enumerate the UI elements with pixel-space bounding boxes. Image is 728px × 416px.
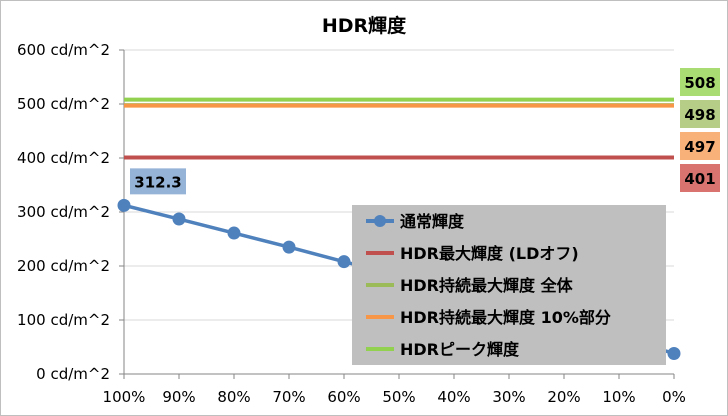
y-tick-label: 0 cd/m^2: [36, 365, 110, 383]
x-tick-label: 80%: [217, 388, 250, 406]
data-label: 312.3: [134, 173, 181, 191]
data-point: [172, 212, 186, 226]
data-point: [227, 226, 241, 240]
data-point: [667, 346, 681, 360]
data-point: [337, 255, 351, 269]
y-tick-label: 400 cd/m^2: [17, 149, 110, 167]
value-label: 508: [684, 74, 715, 92]
x-tick-label: 30%: [492, 388, 525, 406]
legend: 通常輝度 HDR最大輝度 (LDオフ) HDR持続最大輝度 全体 HDR持続最大輝度 …: [352, 205, 666, 365]
value-label-box: [680, 68, 720, 96]
x-tick-label: 70%: [272, 388, 305, 406]
legend-marker: [374, 215, 386, 227]
legend-label: 通常輝度: [400, 212, 465, 231]
y-tick-label: 600 cd/m^2: [17, 41, 110, 59]
x-tick-label: 60%: [327, 388, 360, 406]
value-label-box: [680, 100, 720, 128]
legend-background: [352, 205, 666, 365]
x-axis: 100% 90% 80% 70% 60% 50% 40% 30% 20% 10% 0%: [103, 373, 686, 406]
value-label-box: [680, 132, 720, 160]
legend-label: HDR持続最大輝度 全体: [400, 276, 574, 295]
legend-label: HDR持続最大輝度 10%部分: [400, 308, 611, 327]
data-point: [117, 198, 131, 212]
value-label-box: [680, 164, 720, 192]
y-tick-label: 100 cd/m^2: [17, 311, 110, 329]
chart-title: HDR輝度: [322, 14, 407, 37]
x-tick-label: 0%: [662, 388, 686, 406]
value-labels: 312.3 508 498 497 401: [130, 68, 720, 195]
value-label: 498: [684, 106, 715, 124]
x-tick-label: 50%: [382, 388, 415, 406]
y-tick-label: 500 cd/m^2: [17, 95, 110, 113]
legend-label: HDRピーク輝度: [400, 340, 520, 359]
x-tick-label: 40%: [437, 388, 470, 406]
y-axis: 0 cd/m^2 100 cd/m^2 200 cd/m^2 300 cd/m^2 40…: [17, 41, 125, 383]
data-label-box: [130, 168, 186, 195]
data-point: [282, 240, 296, 254]
x-tick-label: 10%: [602, 388, 635, 406]
x-tick-label: 20%: [547, 388, 580, 406]
x-tick-label: 90%: [162, 388, 195, 406]
y-tick-label: 300 cd/m^2: [17, 203, 110, 221]
value-label: 497: [684, 138, 715, 156]
x-tick-label: 100%: [103, 388, 146, 406]
y-tick-label: 200 cd/m^2: [17, 257, 110, 275]
legend-label: HDR最大輝度 (LDオフ): [400, 244, 579, 263]
value-label: 401: [684, 170, 715, 188]
reference-lines: [124, 97, 674, 160]
